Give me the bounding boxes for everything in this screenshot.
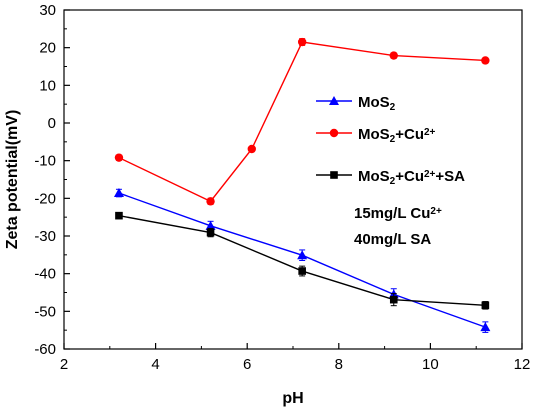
annotation: 15mg/L Cu2+ 40mg/L SA [354, 205, 442, 248]
data-point [389, 51, 398, 60]
legend-swatch-marker [329, 96, 339, 105]
series-3 [115, 211, 490, 310]
legend-swatch-marker [329, 128, 339, 138]
series-group [113, 37, 491, 333]
data-point [247, 144, 256, 154]
series-2 [114, 37, 490, 206]
data-point [115, 211, 123, 220]
x-tick-label: 10 [422, 356, 439, 373]
y-tick-label: -30 [34, 228, 56, 245]
data-point [297, 250, 308, 260]
data-point [480, 322, 491, 332]
data-point [113, 188, 124, 198]
legend-label: MoS2+Cu2++SA [358, 168, 465, 187]
data-point [206, 228, 215, 237]
legend-swatch-marker [330, 171, 338, 179]
data-point [114, 153, 124, 162]
x-axis-title: pH [282, 390, 303, 407]
data-point [206, 197, 215, 206]
data-point [297, 37, 307, 47]
y-axis-title: Zeta potential(mV) [4, 110, 21, 250]
y-tick-label: 10 [39, 77, 56, 94]
data-point [389, 295, 398, 304]
x-tick-label: 4 [151, 356, 159, 373]
axes [63, 9, 523, 350]
y-tick-label: -20 [34, 190, 56, 207]
x-tick-label: 2 [60, 356, 68, 373]
legend: MoS2 MoS2+Cu2+ MoS2+Cu2++SA [316, 94, 465, 187]
annotation-line: 15mg/L Cu2+ [354, 205, 442, 222]
tick-labels: 2 4 6 8 10 12 -60 -50 -40 -30 -20 -10 0 10 20 30 [34, 2, 530, 373]
x-tick-label: 8 [335, 356, 343, 373]
legend-entry: MoS2+Cu2++SA [316, 168, 465, 187]
series-line [118, 41, 486, 203]
y-tick-label: 20 [39, 40, 56, 57]
y-tick-label: -50 [34, 303, 56, 320]
y-tick-label: -10 [34, 153, 56, 170]
data-point [205, 220, 216, 230]
legend-label: MoS2+Cu2+ [358, 126, 436, 145]
data-point [298, 267, 306, 275]
y-tick-label: 0 [48, 115, 56, 132]
data-point [481, 56, 490, 65]
annotation-line: 40mg/L SA [354, 231, 431, 248]
y-tick-label: 30 [39, 2, 56, 19]
data-point [481, 301, 490, 310]
y-tick-label: -40 [34, 266, 56, 283]
x-tick-label: 6 [243, 356, 251, 373]
legend-entry: MoS2 [316, 94, 396, 113]
x-tick-label: 12 [514, 356, 531, 373]
legend-entry: MoS2+Cu2+ [316, 126, 436, 145]
y-tick-label: -60 [34, 341, 56, 358]
legend-label: MoS2 [358, 94, 396, 113]
